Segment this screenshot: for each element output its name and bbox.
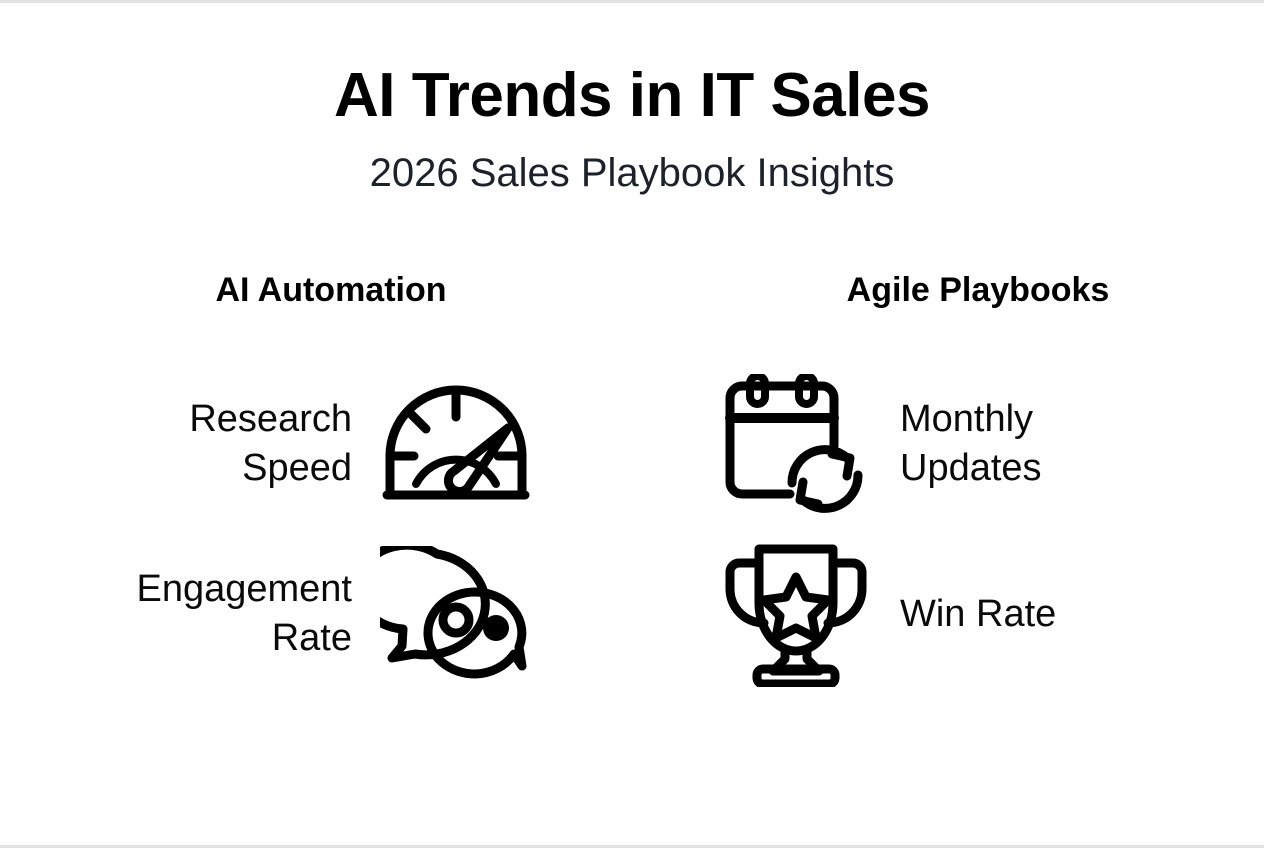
item-label-engagement-rate: Engagement Rate: [136, 568, 353, 659]
column-heading-ai-automation: AI Automation: [215, 271, 447, 309]
trophy-icon: [718, 539, 874, 689]
chat-bubbles-icon: [378, 539, 534, 689]
column-ai-automation: AI Automation Research Speed: [0, 273, 632, 689]
column-items-left: Research Speed: [0, 369, 632, 689]
list-item-win-rate[interactable]: Win Rate: [632, 539, 1264, 689]
page-subtitle: 2026 Sales Playbook Insights: [369, 151, 895, 195]
column-agile-playbooks: Agile Playbooks: [632, 273, 1264, 689]
page-title: AI Trends in IT Sales: [334, 61, 930, 130]
columns-container: AI Automation Research Speed: [0, 273, 1264, 689]
item-label-monthly-updates: Monthly Updates: [900, 398, 1042, 489]
item-label-research-speed: Research Speed: [189, 398, 352, 489]
column-heading-agile-playbooks: Agile Playbooks: [846, 271, 1110, 309]
column-items-right: Monthly Updates: [632, 369, 1264, 689]
list-item-monthly-updates[interactable]: Monthly Updates: [632, 369, 1264, 519]
item-label-win-rate: Win Rate: [900, 592, 1057, 635]
list-item-engagement-rate[interactable]: Engagement Rate: [0, 539, 632, 689]
speedometer-icon: [378, 369, 534, 519]
calendar-sync-icon: [718, 369, 874, 519]
header-block: AI Trends in IT Sales 2026 Sales Playboo…: [0, 61, 1264, 195]
list-item-research-speed[interactable]: Research Speed: [0, 369, 632, 519]
